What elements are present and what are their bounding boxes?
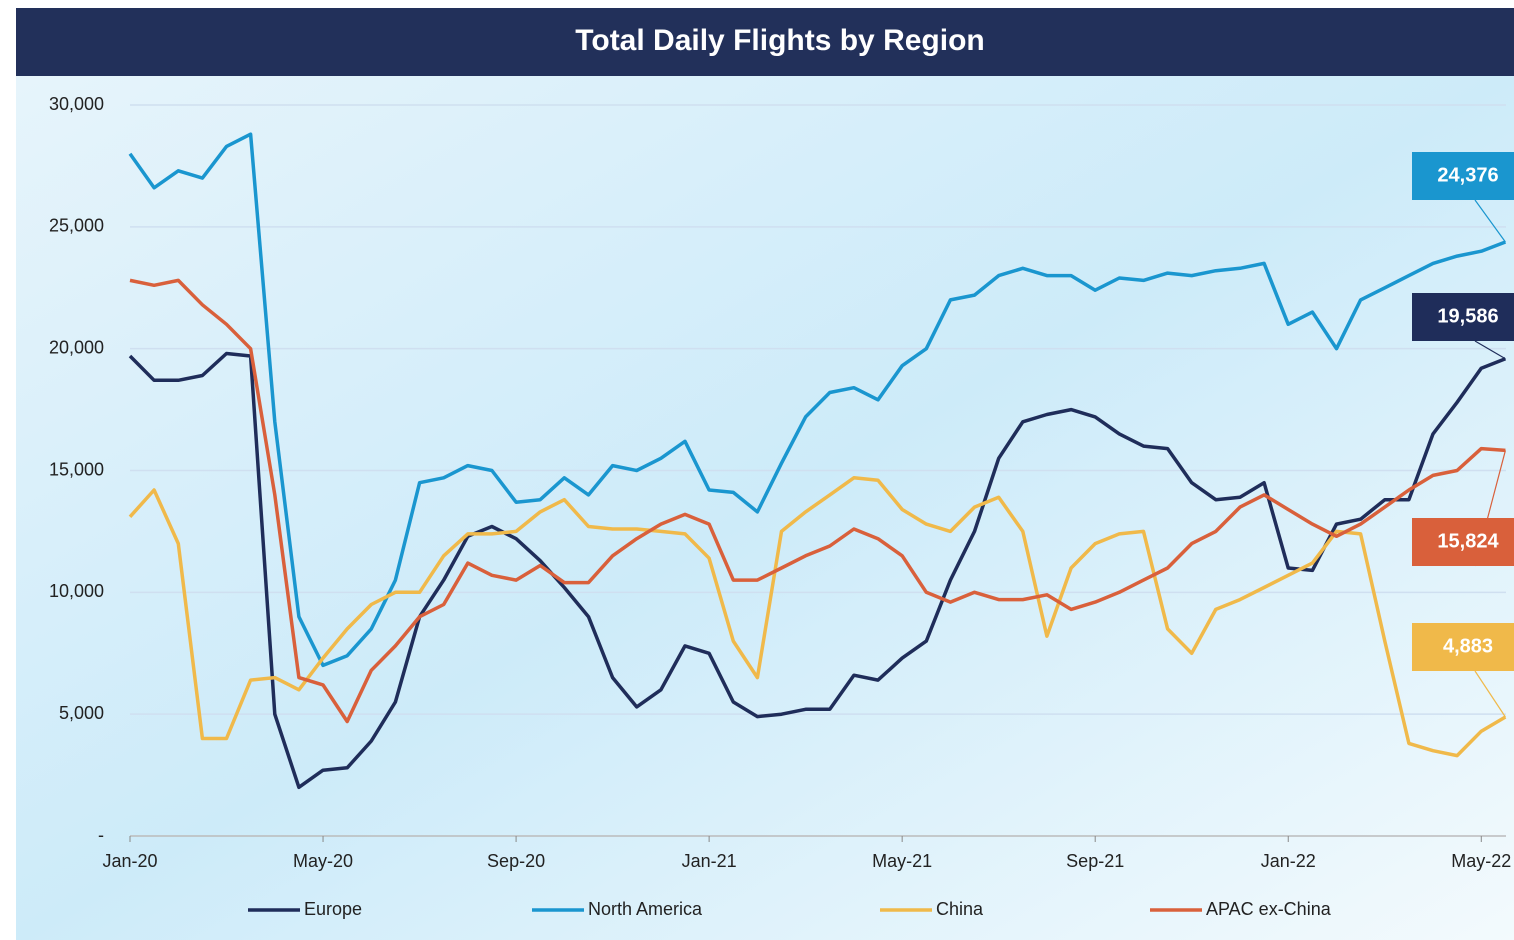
legend-label: APAC ex-China — [1206, 899, 1332, 919]
x-tick-label: May-21 — [872, 851, 932, 871]
x-tick-label: Jan-21 — [682, 851, 737, 871]
value-label: 4,883 — [1443, 635, 1493, 657]
y-tick-label: 30,000 — [49, 94, 104, 114]
callout-box — [1412, 518, 1514, 566]
y-tick-label: 25,000 — [49, 216, 104, 236]
series-line — [128, 351, 1507, 790]
callout-leader — [1474, 340, 1506, 360]
chart-title: Total Daily Flights by Region — [575, 24, 984, 57]
value-label: 19,586 — [1437, 305, 1498, 327]
x-tick-label: Jan-20 — [102, 851, 157, 871]
x-tick-label: Sep-20 — [487, 851, 545, 871]
y-tick-label: 15,000 — [49, 459, 104, 479]
y-tick-label: 5,000 — [59, 703, 104, 723]
title-bar — [16, 8, 1514, 76]
series-line — [128, 132, 1507, 668]
legend-label: China — [936, 899, 984, 919]
callout-leader — [1474, 670, 1506, 718]
x-tick-label: Jan-22 — [1261, 851, 1316, 871]
series-line — [128, 476, 1507, 758]
y-tick-label: 10,000 — [49, 581, 104, 601]
value-label: 15,824 — [1437, 530, 1499, 552]
x-tick-label: May-22 — [1451, 851, 1511, 871]
y-tick-label: 20,000 — [49, 337, 104, 357]
y-tick-label: - — [98, 825, 104, 845]
legend-label: Europe — [304, 899, 362, 919]
x-tick-label: Sep-21 — [1066, 851, 1124, 871]
callout-box — [1412, 293, 1514, 341]
callout-box — [1412, 152, 1514, 200]
legend-label: North America — [588, 899, 703, 919]
callout-leader — [1474, 199, 1506, 243]
plot-bg — [16, 76, 1514, 940]
series-line — [129, 278, 1506, 724]
callout-box — [1412, 623, 1514, 671]
value-label: 24,376 — [1437, 164, 1498, 186]
x-tick-label: May-20 — [293, 851, 353, 871]
